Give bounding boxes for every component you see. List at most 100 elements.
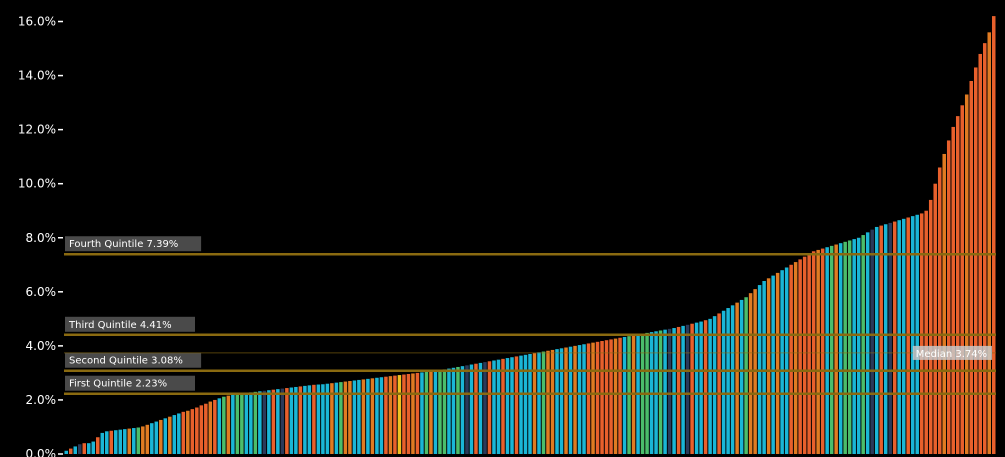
bar	[141, 426, 145, 454]
bar	[249, 392, 253, 454]
bar	[312, 384, 316, 454]
bar	[123, 429, 127, 454]
bar	[928, 199, 933, 454]
bar	[339, 382, 343, 454]
bar	[748, 293, 753, 454]
bar	[271, 389, 276, 454]
bar	[433, 370, 438, 454]
bar	[762, 281, 766, 454]
bar	[969, 80, 973, 455]
y-tick-label: 16.0%	[18, 15, 56, 29]
reference-label: Third Quintile 4.41%	[68, 320, 172, 331]
bar	[105, 431, 109, 454]
bar	[370, 378, 375, 454]
bar	[586, 343, 591, 454]
bar	[559, 348, 564, 454]
bar	[492, 360, 496, 454]
bar	[663, 329, 667, 454]
reference-label-bg	[65, 316, 195, 332]
bar	[451, 367, 456, 454]
bar	[159, 419, 163, 454]
bar	[703, 320, 708, 454]
bar	[838, 243, 843, 454]
bar	[609, 339, 613, 454]
bar	[325, 383, 330, 454]
bar	[253, 391, 258, 454]
bar	[847, 240, 852, 454]
bar	[87, 443, 91, 454]
bar	[222, 396, 226, 454]
bar	[411, 373, 415, 454]
bar	[942, 153, 946, 455]
reference-label: Second Quintile 3.08%	[69, 356, 183, 367]
y-tick-label: 12.0%	[18, 123, 56, 137]
bar	[964, 94, 969, 454]
bar	[469, 364, 474, 454]
bar	[523, 354, 528, 454]
bar	[541, 351, 546, 454]
bar	[154, 421, 159, 454]
bar	[285, 388, 289, 454]
bar	[852, 239, 856, 454]
bar	[537, 352, 541, 454]
bar	[109, 430, 114, 454]
bar	[658, 330, 663, 454]
bar	[888, 222, 892, 454]
reference-label-bg	[65, 352, 202, 368]
bar	[825, 247, 829, 454]
y-tick-label: 8.0%	[26, 231, 57, 245]
bar	[861, 235, 865, 454]
bar	[514, 356, 519, 454]
bar	[276, 389, 280, 454]
bar	[667, 328, 672, 454]
bar	[316, 384, 321, 454]
bar	[168, 416, 172, 454]
bar	[717, 313, 721, 454]
bar	[739, 299, 744, 454]
bar	[874, 226, 879, 454]
bar	[73, 446, 78, 454]
bar	[397, 375, 402, 454]
bar	[501, 358, 505, 454]
bar	[406, 373, 411, 454]
bar	[955, 116, 960, 454]
bar	[82, 443, 87, 454]
bar	[690, 323, 694, 454]
bar	[681, 325, 685, 454]
bar	[937, 167, 942, 454]
bar	[595, 341, 600, 454]
bar	[924, 210, 928, 454]
bar	[68, 448, 73, 454]
bar	[573, 345, 577, 454]
bar	[208, 401, 213, 454]
bar	[150, 423, 154, 454]
bar	[384, 376, 388, 454]
bar	[294, 386, 298, 454]
bar	[96, 437, 100, 454]
bar	[415, 372, 420, 454]
bar	[280, 388, 285, 454]
bar	[856, 237, 861, 454]
bar	[820, 248, 825, 454]
bar	[438, 370, 442, 454]
bar	[420, 372, 424, 454]
bar	[307, 385, 312, 454]
bar	[163, 418, 168, 454]
bar	[519, 355, 523, 454]
bar	[546, 350, 550, 454]
bar	[181, 411, 186, 454]
bar	[217, 398, 222, 454]
bar	[726, 308, 730, 454]
bar	[118, 429, 123, 454]
bar	[555, 349, 559, 454]
bar	[402, 374, 406, 454]
bar	[897, 220, 901, 454]
bar	[946, 140, 951, 454]
bar	[348, 381, 352, 454]
reference-lines: First Quintile 2.23% Second Quintile 3.08…	[64, 236, 996, 395]
y-tick-label: 10.0%	[18, 177, 56, 191]
bar	[226, 395, 231, 454]
y-tick-label: 4.0%	[26, 339, 57, 353]
bar	[676, 326, 681, 454]
